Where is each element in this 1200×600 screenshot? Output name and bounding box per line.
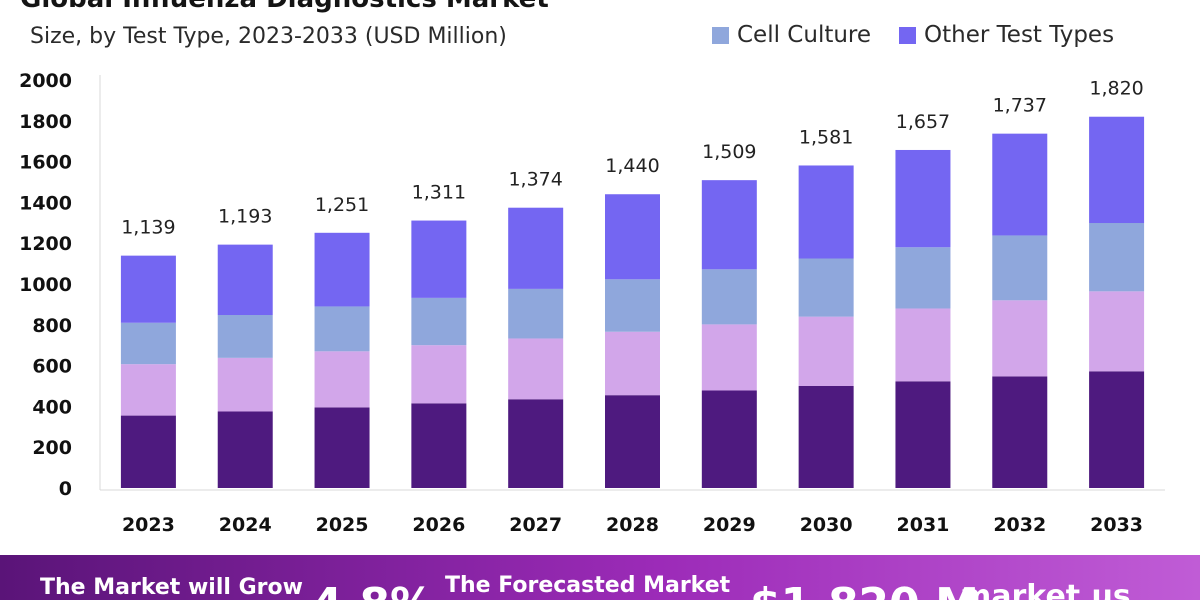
y-tick-label: 0 bbox=[59, 478, 72, 500]
bar-segment-3 bbox=[1089, 223, 1145, 292]
y-tick-label: 1600 bbox=[19, 152, 72, 174]
bar-segment-4 bbox=[508, 207, 564, 289]
bar-segment-2 bbox=[895, 308, 951, 382]
y-tick-label: 1200 bbox=[19, 233, 72, 255]
bar-segment-1 bbox=[411, 403, 467, 488]
y-tick-label: 1000 bbox=[19, 274, 72, 296]
bar-segment-4 bbox=[605, 194, 660, 280]
bar-segment-4 bbox=[895, 149, 951, 248]
x-tick-label: 2023 bbox=[122, 514, 175, 536]
footer-banner: The Market will Grow 4.8% The Forecasted… bbox=[0, 555, 1200, 600]
bar-segment-4 bbox=[411, 220, 467, 298]
legend-swatch-other-test-types bbox=[899, 26, 917, 44]
y-tick-label: 400 bbox=[32, 396, 72, 418]
bar-segment-1 bbox=[798, 386, 854, 488]
bar-segment-3 bbox=[411, 297, 467, 346]
x-tick-label: 2028 bbox=[606, 514, 659, 536]
bar-segment-1 bbox=[605, 395, 660, 488]
chart-title: Global Influenza Diagnostics Market bbox=[20, 0, 549, 14]
bar-segment-4 bbox=[798, 165, 854, 259]
bar-segment-2 bbox=[605, 331, 660, 396]
legend-label-cell-culture: Cell Culture bbox=[737, 22, 872, 48]
bar-segment-1 bbox=[1089, 371, 1145, 488]
bar-segment-1 bbox=[314, 407, 370, 488]
bar-segment-3 bbox=[120, 322, 176, 365]
bar-segment-3 bbox=[798, 258, 854, 317]
bar-segment-4 bbox=[120, 255, 176, 323]
bar-segment-1 bbox=[120, 415, 176, 488]
bar-segment-2 bbox=[1089, 291, 1145, 372]
bar-total-label: 1,820 bbox=[1089, 78, 1143, 100]
footer-grow-text: The Market will Grow bbox=[40, 575, 303, 600]
bar-segment-1 bbox=[508, 399, 564, 488]
bar-total-label: 1,374 bbox=[508, 169, 562, 191]
bar-total-label: 1,440 bbox=[605, 155, 659, 177]
x-tick-label: 2024 bbox=[219, 514, 272, 536]
stacked-bar-chart: 0 200 400 600 800 1000 1200 1400 1600 1800 2000 1,1… bbox=[19, 70, 1165, 536]
bar-total-label: 1,139 bbox=[121, 217, 175, 239]
bar-segment-4 bbox=[314, 232, 370, 307]
x-tick-label: 2033 bbox=[1090, 514, 1143, 536]
bar-segment-2 bbox=[217, 357, 273, 412]
bar-total-label: 1,581 bbox=[799, 126, 853, 148]
legend-item-other-test-types: Other Test Types bbox=[899, 22, 1114, 48]
x-tick-label: 2030 bbox=[800, 514, 853, 536]
bar-segment-3 bbox=[605, 279, 660, 332]
bar-segment-2 bbox=[508, 338, 564, 400]
bar-segment-2 bbox=[798, 316, 854, 386]
bar-segment-3 bbox=[701, 269, 757, 325]
bar-segment-1 bbox=[217, 411, 273, 488]
legend-label-other-test-types: Other Test Types bbox=[924, 22, 1115, 48]
y-tick-label: 1400 bbox=[19, 192, 72, 214]
y-tick-label: 200 bbox=[32, 437, 72, 459]
bar-total-label: 1,311 bbox=[412, 182, 466, 204]
bar-total-label: 1,657 bbox=[896, 111, 950, 133]
bar-segment-2 bbox=[411, 345, 467, 404]
bar-segment-4 bbox=[992, 133, 1048, 236]
x-tick-label: 2029 bbox=[703, 514, 756, 536]
bar-total-label: 1,737 bbox=[993, 95, 1047, 117]
bar-segment-4 bbox=[217, 244, 273, 316]
x-tick-label: 2031 bbox=[897, 514, 950, 536]
bar-total-label: 1,193 bbox=[218, 206, 272, 228]
x-tick-label: 2025 bbox=[316, 514, 369, 536]
bar-segment-3 bbox=[314, 306, 370, 352]
y-tick-label: 1800 bbox=[19, 111, 72, 133]
bar-segment-3 bbox=[508, 288, 564, 339]
bar-segment-4 bbox=[1089, 116, 1145, 224]
y-tick-label: 2000 bbox=[19, 70, 72, 92]
legend-swatch-cell-culture bbox=[712, 26, 729, 44]
chart-legend: Cell Culture Other Test Types bbox=[712, 22, 1114, 48]
footer-forecast-text: The Forecasted Market bbox=[445, 573, 731, 598]
bar-segment-1 bbox=[992, 376, 1048, 488]
y-tick-label: 800 bbox=[32, 315, 72, 337]
footer-cagr-value: 4.8% bbox=[312, 579, 434, 600]
bar-segment-3 bbox=[992, 235, 1048, 301]
x-tick-label: 2027 bbox=[509, 514, 562, 536]
bar-segment-2 bbox=[701, 324, 757, 391]
bar-segment-3 bbox=[895, 247, 951, 309]
footer-forecast-value: $1,820 M bbox=[750, 579, 979, 600]
x-tick-label: 2026 bbox=[412, 514, 465, 536]
bar-segment-4 bbox=[701, 180, 757, 270]
bar-total-label: 1,509 bbox=[702, 141, 756, 163]
bar-segment-2 bbox=[992, 300, 1048, 377]
chart-subtitle: Size, by Test Type, 2023-2033 (USD Milli… bbox=[30, 24, 507, 49]
legend-item-cell-culture: Cell Culture bbox=[712, 22, 871, 48]
bar-segment-1 bbox=[701, 390, 757, 488]
bar-segment-2 bbox=[314, 351, 370, 408]
bar-segment-3 bbox=[217, 315, 273, 358]
footer-brand-logo: market.us bbox=[960, 579, 1131, 600]
bar-segment-1 bbox=[895, 381, 951, 488]
bar-total-label: 1,251 bbox=[315, 194, 369, 216]
y-tick-label: 600 bbox=[32, 356, 72, 378]
bar-segment-2 bbox=[120, 364, 176, 416]
x-tick-label: 2032 bbox=[993, 514, 1046, 536]
